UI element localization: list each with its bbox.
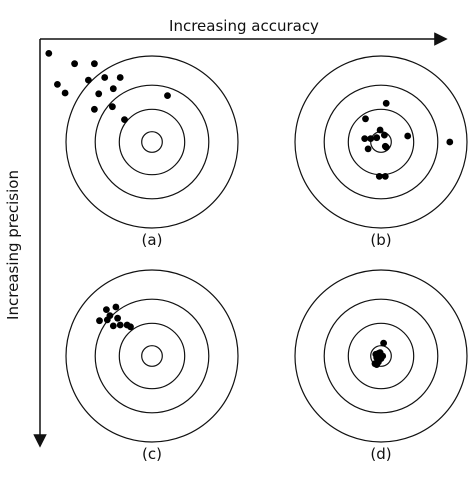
shot-point (91, 60, 98, 68)
shot-point (380, 339, 387, 347)
outer-ring (294, 269, 468, 443)
target-panel-d (294, 269, 468, 443)
shot-point (376, 126, 384, 134)
target-panel-b (294, 55, 468, 229)
shot-point (376, 349, 384, 356)
shot-point (103, 306, 110, 313)
shot-point (61, 89, 69, 97)
shot-point (112, 303, 120, 311)
shot-point (109, 85, 117, 93)
bullseye-ring (370, 345, 392, 367)
shot-point (45, 50, 53, 57)
shot-point (373, 134, 381, 142)
panel-label-d: (d) (370, 445, 391, 463)
shot-point (127, 323, 134, 331)
shot-point (116, 74, 124, 81)
inner-ring (118, 322, 186, 390)
shot-point (404, 132, 412, 140)
shot-point (114, 314, 121, 322)
panel-label-b: (b) (370, 231, 391, 249)
shot-point (85, 76, 92, 84)
outer-ring (294, 55, 468, 229)
target-panel-a (45, 50, 239, 229)
inner-ring (118, 108, 186, 176)
x-axis-label: Increasing accuracy (169, 17, 319, 35)
panel-label-c: (c) (142, 445, 162, 463)
shot-point (164, 92, 171, 99)
shot-point (109, 322, 117, 330)
shot-point (371, 360, 379, 368)
bullseye-ring (141, 131, 163, 153)
shot-point (121, 116, 128, 123)
y-axis-label: Increasing precision (4, 170, 22, 320)
bullseye-ring (141, 345, 163, 367)
shot-point (96, 317, 103, 325)
shot-point (116, 321, 124, 329)
middle-ring (94, 84, 210, 200)
shot-point (95, 90, 103, 98)
shot-point (381, 131, 388, 139)
outer-ring (65, 55, 239, 229)
middle-ring (94, 298, 210, 414)
shot-point (375, 173, 383, 180)
shot-point (109, 103, 116, 111)
shot-point (382, 143, 390, 151)
shot-point (364, 145, 372, 153)
inner-ring (347, 108, 415, 176)
shot-point (103, 316, 111, 324)
middle-ring (323, 298, 439, 414)
shot-point (91, 105, 98, 113)
shot-point (367, 135, 375, 143)
shot-point (361, 135, 369, 143)
middle-ring (323, 84, 439, 200)
shot-point (362, 115, 369, 123)
panel-label-a: (a) (142, 231, 163, 249)
inner-ring (347, 322, 415, 390)
target-panel-c (65, 269, 239, 443)
outer-ring (65, 269, 239, 443)
shot-point (382, 99, 390, 107)
shot-point (381, 173, 389, 180)
shot-point (446, 138, 454, 146)
shot-point (101, 74, 109, 81)
shot-point (54, 81, 61, 88)
shot-point (71, 60, 78, 68)
